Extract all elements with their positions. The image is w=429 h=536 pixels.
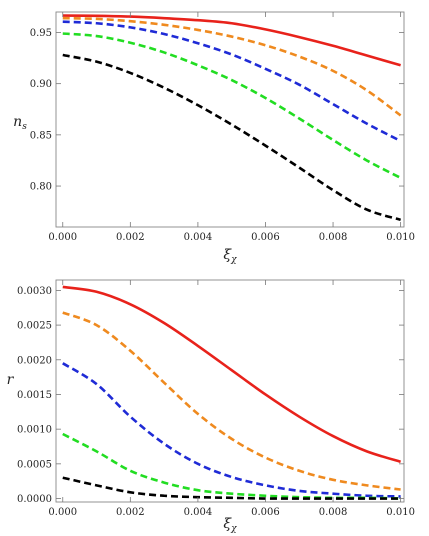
r-x-axis-label: ξχ xyxy=(223,516,237,534)
ns-y-tick-label: 0.95 xyxy=(30,28,52,39)
ns-plot-frame xyxy=(55,11,405,228)
r-y-axis: 0.0000 0.0005 0.0010 0.0015 0.0020 0.0025 0.00… xyxy=(17,286,404,505)
ns-x-axis-label: ξχ xyxy=(223,247,237,265)
r-y-tick-label: 0.0030 xyxy=(17,286,52,297)
r-series-group xyxy=(62,285,402,500)
ns-series-green xyxy=(62,32,402,180)
r-y-tick-label: 0.0005 xyxy=(17,459,52,470)
r-x-tick-label: 0.004 xyxy=(184,507,213,518)
r-series-orange xyxy=(62,311,401,491)
ns-series-orange xyxy=(62,16,402,117)
ns-y-tick-label: 0.90 xyxy=(30,79,52,90)
r-y-tick-label: 0.0020 xyxy=(17,355,52,366)
r-x-axis: 0.000 0.002 0.004 0.006 0.008 0.010 xyxy=(48,280,415,518)
ns-series-blue xyxy=(62,20,402,143)
ns-x-tick-label: 0.008 xyxy=(319,232,348,243)
r-y-tick-label: 0.0025 xyxy=(17,321,52,332)
ns-x-axis: 0.000 0.002 0.004 0.006 0.008 0.010 xyxy=(48,12,415,243)
r-x-tick-label: 0.006 xyxy=(251,507,280,518)
ns-y-tick-label: 0.85 xyxy=(30,130,52,141)
ns-y-axis: 0.80 0.85 0.90 0.95 xyxy=(30,28,404,193)
ns-chart: 0.000 0.002 0.004 0.006 0.008 0.010 0.800.850… xyxy=(13,11,415,265)
r-series-red xyxy=(62,285,402,464)
r-x-tick-label: 0.002 xyxy=(116,507,145,518)
r-x-tick-label: 0.010 xyxy=(386,507,415,518)
r-y-tick-label: 0.0010 xyxy=(17,425,52,436)
ns-x-tick-label: 0.006 xyxy=(251,232,280,243)
ns-x-tick-label: 0.002 xyxy=(116,232,145,243)
ns-series-group xyxy=(62,14,402,222)
ns-y-axis-label: ns xyxy=(13,114,27,132)
r-series-blue xyxy=(62,362,401,498)
ns-x-tick-label: 0.000 xyxy=(48,232,77,243)
r-series-black xyxy=(62,476,401,500)
ns-series-red xyxy=(62,14,401,67)
r-y-tick-label: 0.0000 xyxy=(17,494,52,505)
r-y-axis-label: r xyxy=(7,372,15,388)
r-plot-frame xyxy=(55,279,405,503)
r-x-tick-label: 0.000 xyxy=(48,507,77,518)
ns-series-black xyxy=(62,53,401,222)
r-y-tick-label: 0.0015 xyxy=(17,390,52,401)
r-x-tick-label: 0.008 xyxy=(319,507,348,518)
ns-x-tick-label: 0.010 xyxy=(386,232,415,243)
ns-y-tick-label: 0.80 xyxy=(30,182,52,193)
r-chart: 0.000 0.002 0.004 0.006 0.008 0.010 0.00000.0… xyxy=(7,279,415,534)
ns-x-tick-label: 0.004 xyxy=(184,232,213,243)
